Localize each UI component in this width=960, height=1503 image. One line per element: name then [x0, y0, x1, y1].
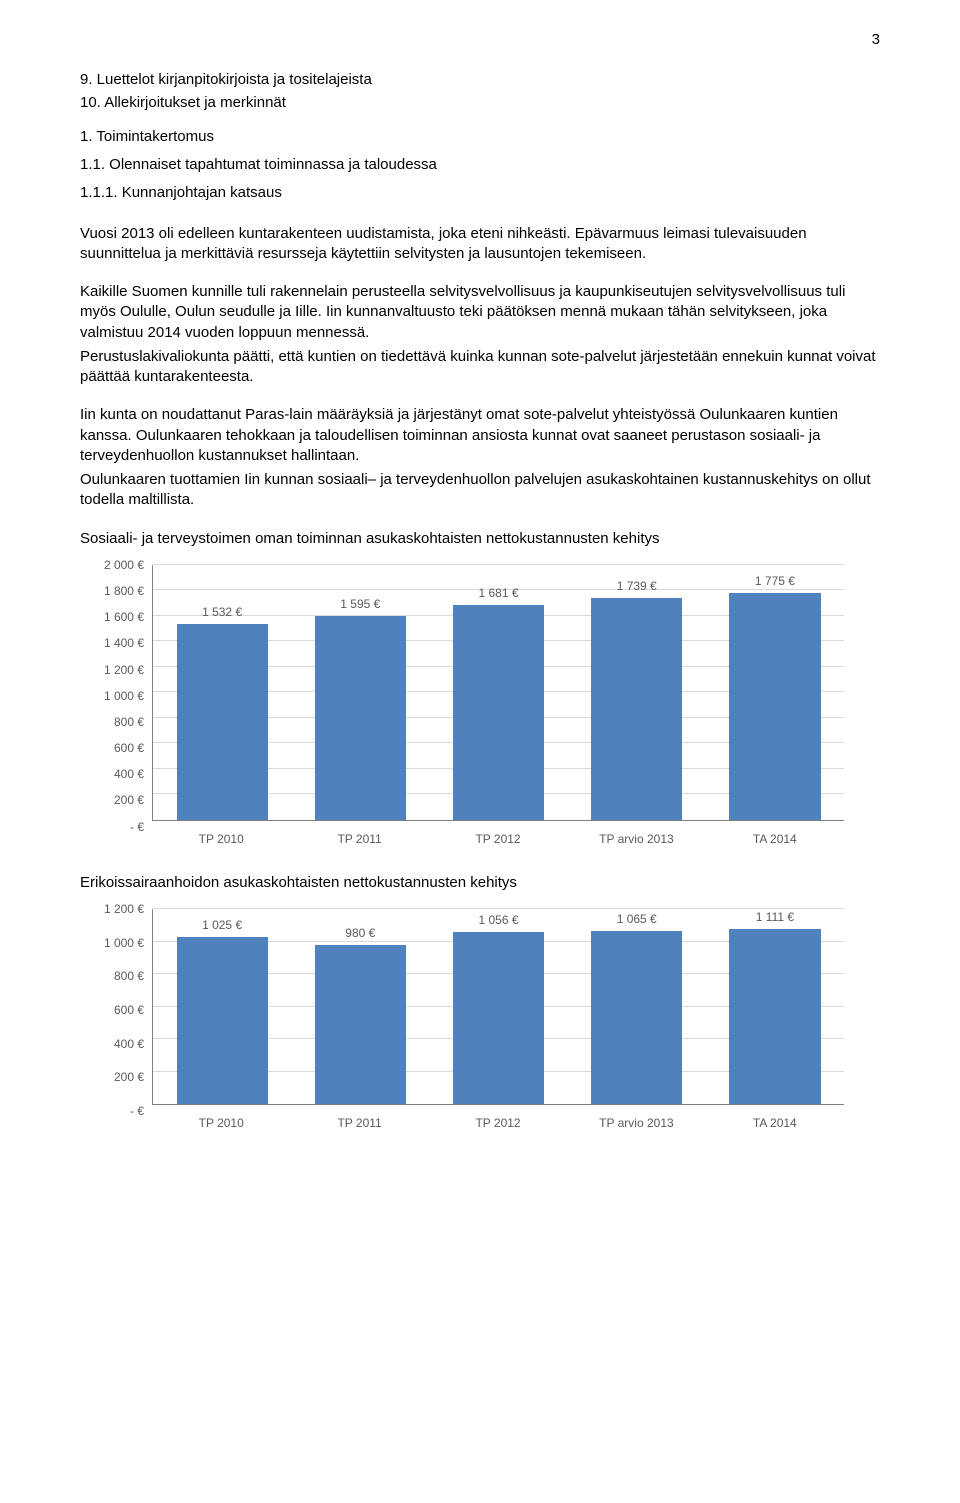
x-tick-label: TA 2014 [706, 827, 844, 849]
bar-value-label: 1 532 € [202, 604, 242, 620]
x-axis: TP 2010TP 2011TP 2012TP arvio 2013TA 201… [152, 827, 844, 849]
bar [729, 593, 820, 819]
plot-area: 1 025 € 980 € 1 056 € 1 065 € 1 111 € [152, 909, 844, 1105]
bars-container: 1 532 € 1 595 € 1 681 € 1 739 € 1 775 € [153, 565, 844, 820]
bar [729, 929, 820, 1104]
bar-value-label: 1 065 € [617, 911, 657, 927]
bar-value-label: 980 € [345, 925, 375, 941]
paragraph: Iin kunta on noudattanut Paras-lain määr… [80, 405, 880, 466]
bar [591, 598, 682, 820]
x-tick-label: TP 2010 [152, 827, 290, 849]
bar-slot: 1 681 € [429, 565, 567, 820]
bar-value-label: 1 681 € [478, 585, 518, 601]
toc-item-9: 9. Luettelot kirjanpitokirjoista ja tosi… [80, 70, 880, 90]
bar [591, 931, 682, 1104]
bar-slot: 1 739 € [568, 565, 706, 820]
bar-slot: 1 532 € [153, 565, 291, 820]
x-tick-label: TP 2012 [429, 1111, 567, 1133]
heading-1-1: 1.1. Olennaiset tapahtumat toiminnassa j… [80, 155, 880, 175]
x-tick-label: TP 2011 [290, 1111, 428, 1133]
paragraph: Kaikille Suomen kunnille tuli rakennelai… [80, 282, 880, 343]
y-axis: - €200 €400 €600 €800 €1 000 €1 200 € [84, 903, 144, 1105]
toc-item-10: 10. Allekirjoitukset ja merkinnät [80, 93, 880, 113]
bar [177, 624, 268, 819]
x-tick-label: TP 2011 [290, 827, 428, 849]
bar-slot: 1 065 € [568, 909, 706, 1104]
bar-slot: 1 775 € [706, 565, 844, 820]
bar-slot: 1 025 € [153, 909, 291, 1104]
paragraph: Perustuslakivaliokunta päätti, että kunt… [80, 347, 880, 388]
heading-1: 1. Toimintakertomus [80, 127, 880, 147]
page-number: 3 [80, 30, 880, 50]
bar [177, 937, 268, 1104]
bar-value-label: 1 056 € [478, 912, 518, 928]
chart2-caption: Erikoissairaanhoidon asukaskohtaisten ne… [80, 873, 880, 893]
bar-slot: 980 € [291, 909, 429, 1104]
x-tick-label: TA 2014 [706, 1111, 844, 1133]
paragraph: Oulunkaaren tuottamien Iin kunnan sosiaa… [80, 470, 880, 511]
bar-value-label: 1 595 € [340, 596, 380, 612]
bar-slot: 1 111 € [706, 909, 844, 1104]
bar [315, 616, 406, 819]
bar [453, 605, 544, 819]
x-tick-label: TP arvio 2013 [567, 1111, 705, 1133]
bar-value-label: 1 111 € [756, 909, 794, 925]
bar-value-label: 1 775 € [755, 573, 795, 589]
chart2: - €200 €400 €600 €800 €1 000 €1 200 €1 0… [80, 903, 880, 1133]
y-axis: - €200 €400 €600 €800 €1 000 €1 200 €1 4… [84, 559, 144, 821]
x-tick-label: TP arvio 2013 [567, 827, 705, 849]
x-axis: TP 2010TP 2011TP 2012TP arvio 2013TA 201… [152, 1111, 844, 1133]
bar [453, 932, 544, 1104]
x-tick-label: TP 2012 [429, 827, 567, 849]
plot-area: 1 532 € 1 595 € 1 681 € 1 739 € 1 775 € [152, 565, 844, 821]
chart1: - €200 €400 €600 €800 €1 000 €1 200 €1 4… [80, 559, 880, 849]
bar-slot: 1 056 € [429, 909, 567, 1104]
x-tick-label: TP 2010 [152, 1111, 290, 1133]
bar [315, 945, 406, 1104]
bar-slot: 1 595 € [291, 565, 429, 820]
bar-value-label: 1 025 € [202, 917, 242, 933]
heading-1-1-1: 1.1.1. Kunnanjohtajan katsaus [80, 183, 880, 203]
bar-value-label: 1 739 € [617, 578, 657, 594]
paragraph: Vuosi 2013 oli edelleen kuntarakenteen u… [80, 224, 880, 265]
chart1-caption: Sosiaali- ja terveystoimen oman toiminna… [80, 529, 880, 549]
bars-container: 1 025 € 980 € 1 056 € 1 065 € 1 111 € [153, 909, 844, 1104]
